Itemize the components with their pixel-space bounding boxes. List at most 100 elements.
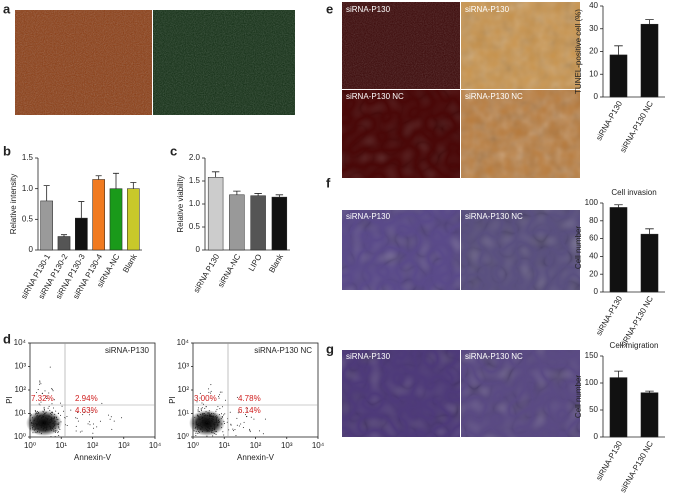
texture — [153, 10, 295, 115]
event-dot — [60, 402, 62, 404]
event-dot — [38, 412, 40, 414]
event-dot — [200, 426, 202, 428]
bar — [640, 23, 659, 98]
event-dot — [41, 419, 43, 421]
y-tick-label: 150 — [585, 351, 599, 360]
event-dot — [32, 426, 34, 428]
event-dot — [262, 433, 264, 435]
event-dot — [204, 424, 206, 426]
x-tick-label: 10³ — [281, 441, 293, 450]
event-dot — [214, 422, 216, 424]
event-dot — [243, 421, 245, 423]
event-dot — [33, 425, 35, 427]
event-dot — [209, 424, 211, 426]
event-dot — [201, 407, 203, 409]
event-dot — [197, 425, 199, 427]
event-dot — [206, 420, 208, 422]
event-dot — [206, 415, 208, 417]
event-dot — [212, 416, 214, 418]
error-bar — [211, 171, 220, 178]
event-dot — [229, 411, 231, 413]
event-dot — [55, 410, 57, 412]
event-dot — [63, 410, 65, 412]
event-dot — [47, 419, 49, 421]
event-dot — [249, 431, 251, 433]
event-dot — [215, 410, 217, 412]
error-bar — [614, 370, 623, 378]
panel-label: a — [3, 1, 11, 16]
panel-label: g — [326, 341, 334, 356]
event-dot — [201, 402, 203, 404]
event-dot — [211, 413, 213, 415]
event-dot — [35, 411, 37, 413]
y-tick-label: 60 — [589, 234, 598, 243]
event-dot — [37, 422, 39, 424]
event-dot — [208, 412, 210, 414]
event-dot — [200, 423, 202, 425]
event-dot — [51, 419, 53, 421]
y-axis-label: Relative viability — [176, 175, 185, 232]
event-dot — [201, 427, 203, 429]
event-dot — [246, 410, 248, 412]
event-dot — [46, 426, 48, 428]
event-dot — [75, 417, 77, 419]
event-dot — [43, 425, 45, 427]
event-dot — [46, 421, 48, 423]
event-dot — [203, 413, 205, 415]
event-dot — [212, 418, 214, 420]
event-dot — [33, 429, 35, 431]
event-dot — [32, 428, 34, 430]
event-dot — [38, 403, 40, 405]
x-tick-label: 10⁰ — [24, 441, 36, 450]
event-dot — [57, 413, 59, 415]
event-dot — [238, 410, 240, 412]
event-dot — [196, 414, 198, 416]
quadrant-percent: 4.78% — [238, 394, 261, 403]
x-tick-label: siRNA-P130 — [594, 99, 624, 142]
event-dot — [31, 421, 33, 423]
event-dot — [42, 415, 44, 417]
event-dot — [44, 427, 46, 429]
event-dot — [49, 425, 51, 427]
event-dot — [199, 413, 201, 415]
texture — [342, 90, 460, 178]
y-axis-label: Cell number — [574, 375, 583, 418]
event-dot — [216, 419, 218, 421]
event-dot — [216, 417, 218, 419]
error-bar — [43, 185, 50, 201]
event-dot — [213, 416, 215, 418]
event-dot — [56, 430, 58, 432]
texture — [342, 2, 460, 89]
event-dot — [31, 417, 33, 419]
event-dot — [34, 431, 36, 433]
event-dot — [214, 427, 216, 429]
event-dot — [204, 415, 206, 417]
event-dot — [41, 416, 43, 418]
event-dot — [77, 412, 79, 414]
event-dot — [36, 410, 38, 412]
y-tick-label: 10⁴ — [14, 338, 27, 347]
event-dot — [211, 415, 213, 417]
event-dot — [209, 426, 211, 428]
event-dot — [204, 414, 206, 416]
event-dot — [113, 420, 115, 422]
event-dot — [41, 425, 43, 427]
event-dot — [54, 431, 56, 433]
event-dot — [45, 423, 47, 425]
event-dot — [52, 388, 54, 390]
event-dot — [54, 413, 56, 415]
event-dot — [207, 422, 209, 424]
event-dot — [205, 427, 207, 429]
event-dot — [197, 423, 199, 425]
event-dot — [50, 417, 52, 419]
event-dot — [92, 423, 94, 425]
event-dot — [207, 412, 209, 414]
event-dot — [40, 433, 42, 435]
y-axis-label: Relative intensity — [9, 174, 18, 234]
event-dot — [99, 420, 101, 422]
event-dot — [199, 422, 201, 424]
x-tick-label: Blank — [267, 252, 285, 275]
event-dot — [50, 429, 52, 431]
error-bar — [645, 390, 654, 393]
event-dot — [222, 414, 224, 416]
